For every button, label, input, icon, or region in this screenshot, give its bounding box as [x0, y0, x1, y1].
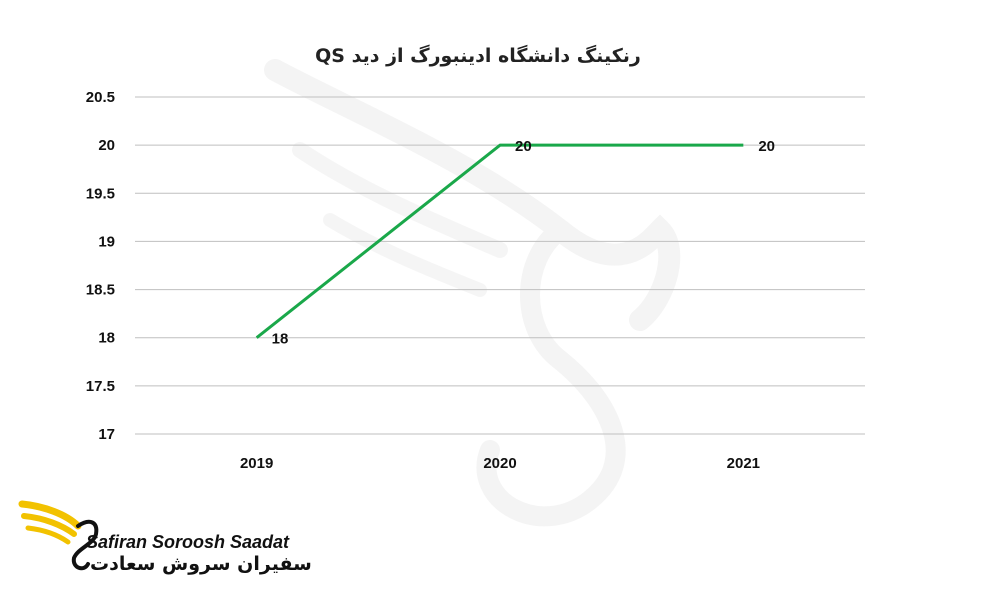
- data-label: 18: [272, 331, 289, 348]
- data-labels: 18 20 20: [272, 138, 775, 348]
- chart-title: رنکینگ دانشگاه ادینبورگ از دید QS: [315, 44, 641, 67]
- x-tick-label: 2021: [727, 455, 760, 472]
- y-tick-label: 20.5: [86, 89, 115, 106]
- y-tick-label: 19: [98, 233, 115, 250]
- brand-logo-icon: [18, 500, 99, 571]
- data-label: 20: [758, 138, 775, 155]
- series-line: [255, 143, 744, 339]
- y-tick-label: 18: [98, 330, 115, 347]
- brand-name-en: Safiran Soroosh Saadat: [86, 532, 290, 552]
- series-layer: [255, 143, 744, 339]
- watermark-swan-icon: [264, 59, 681, 527]
- data-label: 20: [515, 138, 532, 155]
- y-tick-label: 17: [98, 426, 115, 443]
- brand-name-fa: سفیران سروش سعادت: [90, 553, 312, 575]
- y-tick-label: 20: [98, 137, 115, 154]
- y-tick-label: 18.5: [86, 282, 115, 299]
- gridlines: [135, 96, 865, 435]
- y-tick-label: 17.5: [86, 378, 115, 395]
- x-tick-label: 2019: [240, 455, 273, 472]
- y-axis-ticks: 17 17.5 18 18.5 19 19.5 20 20.5: [86, 89, 115, 443]
- y-tick-label: 19.5: [86, 185, 115, 202]
- x-tick-label: 2020: [483, 455, 516, 472]
- x-axis-ticks: 2019 2020 2021: [240, 455, 760, 472]
